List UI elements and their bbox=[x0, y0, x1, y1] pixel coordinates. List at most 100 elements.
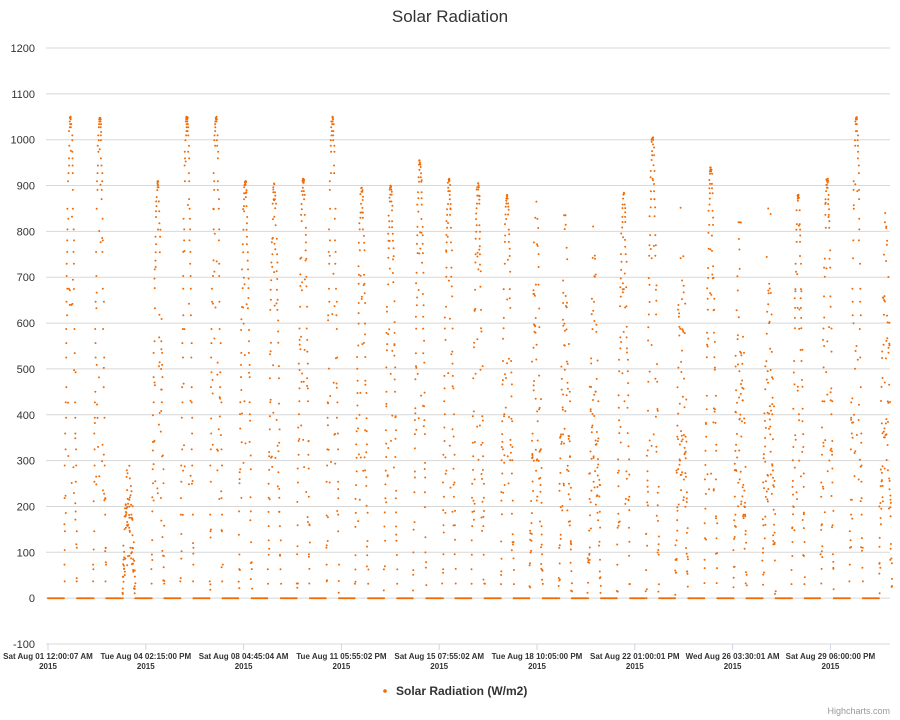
data-point bbox=[709, 182, 711, 185]
data-point bbox=[160, 368, 163, 370]
data-point bbox=[64, 512, 67, 514]
data-point bbox=[71, 157, 74, 160]
data-point bbox=[500, 570, 503, 573]
data-point bbox=[335, 314, 338, 317]
data-point bbox=[682, 496, 685, 499]
data-point bbox=[570, 582, 573, 585]
data-point bbox=[329, 139, 332, 142]
data-point bbox=[531, 480, 534, 483]
data-point bbox=[537, 283, 540, 286]
legend-label[interactable]: Solar Radiation (W/m2) bbox=[396, 684, 527, 698]
data-point bbox=[357, 520, 360, 523]
data-point bbox=[507, 208, 510, 211]
data-point bbox=[564, 214, 567, 217]
data-point bbox=[830, 327, 833, 330]
data-point bbox=[560, 388, 563, 391]
data-point bbox=[802, 472, 805, 475]
data-point bbox=[158, 210, 161, 213]
data-point bbox=[618, 520, 621, 523]
data-point bbox=[686, 570, 689, 573]
data-point bbox=[128, 530, 131, 533]
data-point bbox=[420, 394, 423, 397]
data-point bbox=[179, 597, 182, 600]
data-point bbox=[152, 351, 155, 354]
data-point bbox=[278, 487, 281, 490]
data-point bbox=[531, 360, 533, 363]
data-point bbox=[715, 537, 718, 540]
data-point bbox=[826, 177, 829, 180]
data-point bbox=[509, 451, 512, 454]
credits[interactable]: Highcharts.com bbox=[827, 706, 890, 716]
data-point bbox=[190, 482, 193, 485]
data-point bbox=[221, 580, 224, 583]
data-point bbox=[617, 512, 620, 515]
data-point bbox=[476, 202, 478, 205]
legend[interactable]: Solar Radiation (W/m2) bbox=[383, 684, 527, 698]
data-point bbox=[441, 597, 444, 600]
data-point bbox=[417, 417, 420, 420]
data-point bbox=[735, 309, 738, 312]
data-point bbox=[684, 457, 687, 460]
data-point bbox=[539, 449, 542, 452]
data-point bbox=[534, 317, 537, 319]
data-point bbox=[773, 543, 776, 546]
data-point bbox=[506, 258, 509, 261]
data-point bbox=[415, 304, 418, 307]
data-point bbox=[627, 394, 630, 397]
data-point bbox=[706, 297, 709, 300]
data-point bbox=[512, 569, 515, 571]
data-point bbox=[861, 546, 864, 549]
data-point bbox=[359, 391, 362, 394]
data-point bbox=[71, 139, 74, 142]
data-point bbox=[298, 387, 301, 390]
data-point bbox=[69, 118, 72, 121]
data-point bbox=[597, 463, 600, 466]
data-point bbox=[505, 377, 507, 379]
data-point bbox=[594, 273, 597, 276]
data-point bbox=[852, 421, 855, 424]
data-point bbox=[684, 302, 687, 305]
data-point bbox=[625, 470, 628, 473]
data-point bbox=[563, 368, 566, 371]
data-point bbox=[133, 559, 136, 562]
data-point bbox=[596, 486, 599, 488]
data-point bbox=[96, 144, 99, 147]
data-point bbox=[732, 576, 735, 579]
data-point bbox=[275, 202, 277, 205]
data-point bbox=[245, 303, 248, 306]
data-point bbox=[395, 525, 398, 528]
data-point bbox=[794, 306, 797, 309]
data-point bbox=[101, 172, 104, 175]
data-point bbox=[482, 496, 485, 499]
data-point bbox=[414, 412, 417, 415]
data-point bbox=[743, 417, 746, 420]
data-point bbox=[649, 190, 652, 193]
data-point bbox=[739, 392, 742, 395]
data-point bbox=[766, 370, 769, 373]
data-point bbox=[275, 288, 278, 291]
data-point bbox=[423, 361, 426, 364]
data-point bbox=[822, 445, 825, 448]
data-point bbox=[598, 495, 601, 498]
data-point bbox=[738, 417, 741, 420]
data-point bbox=[888, 488, 891, 491]
data-point bbox=[182, 356, 184, 359]
data-point bbox=[854, 120, 857, 123]
data-point bbox=[594, 503, 597, 506]
data-point bbox=[249, 510, 252, 513]
data-point bbox=[889, 401, 891, 403]
data-point bbox=[330, 172, 332, 175]
data-point bbox=[479, 230, 481, 233]
data-point bbox=[762, 524, 765, 527]
data-point bbox=[599, 591, 602, 594]
data-point bbox=[829, 295, 832, 298]
data-point bbox=[591, 328, 594, 331]
data-point bbox=[531, 453, 534, 455]
data-point bbox=[270, 341, 272, 344]
data-point bbox=[244, 182, 247, 185]
data-point bbox=[532, 346, 535, 349]
data-point bbox=[103, 356, 106, 359]
data-point bbox=[597, 458, 599, 461]
data-point bbox=[732, 597, 735, 600]
data-point bbox=[271, 253, 274, 256]
